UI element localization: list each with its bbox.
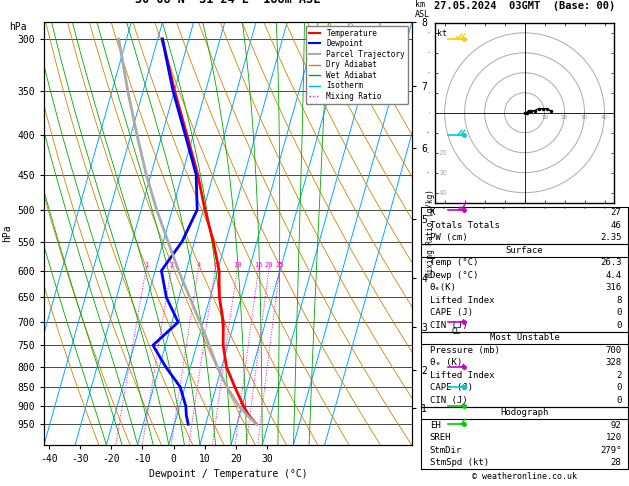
Text: 30°08'N  31°24'E  188m ASL: 30°08'N 31°24'E 188m ASL xyxy=(135,0,321,6)
Text: 2: 2 xyxy=(169,262,174,268)
Text: StmSpd (kt): StmSpd (kt) xyxy=(430,458,489,468)
X-axis label: Dewpoint / Temperature (°C): Dewpoint / Temperature (°C) xyxy=(148,469,308,479)
Text: CL: CL xyxy=(452,327,461,336)
Text: 40: 40 xyxy=(601,115,608,120)
Text: PW (cm): PW (cm) xyxy=(430,233,467,243)
Text: 328: 328 xyxy=(606,358,621,367)
Text: CAPE (J): CAPE (J) xyxy=(430,309,472,317)
Text: Totals Totals: Totals Totals xyxy=(430,221,499,230)
Text: 6: 6 xyxy=(213,262,218,268)
Text: 10: 10 xyxy=(541,115,548,120)
Text: EH: EH xyxy=(430,421,440,430)
Text: Pressure (mb): Pressure (mb) xyxy=(430,346,499,355)
Text: 16: 16 xyxy=(255,262,263,268)
Text: Dewp (°C): Dewp (°C) xyxy=(430,271,478,280)
Text: StmDir: StmDir xyxy=(430,446,462,455)
Text: 28: 28 xyxy=(611,458,621,468)
Text: Most Unstable: Most Unstable xyxy=(489,333,560,343)
Text: 25: 25 xyxy=(276,262,284,268)
Text: 40: 40 xyxy=(438,190,448,196)
Text: 1: 1 xyxy=(144,262,148,268)
Text: CIN (J): CIN (J) xyxy=(430,396,467,405)
Text: SREH: SREH xyxy=(430,434,451,442)
Text: Surface: Surface xyxy=(506,246,543,255)
Text: 0: 0 xyxy=(616,309,621,317)
Text: 2: 2 xyxy=(616,371,621,380)
Text: CIN (J): CIN (J) xyxy=(430,321,467,330)
Text: 0: 0 xyxy=(616,383,621,392)
Text: 0: 0 xyxy=(616,321,621,330)
Text: 10: 10 xyxy=(233,262,242,268)
Text: 27: 27 xyxy=(611,208,621,217)
Text: 316: 316 xyxy=(606,283,621,293)
Legend: Temperature, Dewpoint, Parcel Trajectory, Dry Adiabat, Wet Adiabat, Isotherm, Mi: Temperature, Dewpoint, Parcel Trajectory… xyxy=(306,26,408,104)
Text: 27.05.2024  03GMT  (Base: 00): 27.05.2024 03GMT (Base: 00) xyxy=(434,1,615,11)
Text: km
ASL: km ASL xyxy=(415,0,430,19)
Text: Lifted Index: Lifted Index xyxy=(430,371,494,380)
Text: Mixing Ratio (g/kg): Mixing Ratio (g/kg) xyxy=(426,190,435,277)
Text: 26.3: 26.3 xyxy=(600,259,621,267)
Text: 20: 20 xyxy=(265,262,274,268)
Text: © weatheronline.co.uk: © weatheronline.co.uk xyxy=(472,472,577,481)
Text: Hodograph: Hodograph xyxy=(501,408,548,417)
Text: 30: 30 xyxy=(581,115,588,120)
Text: 279°: 279° xyxy=(600,446,621,455)
Y-axis label: hPa: hPa xyxy=(2,225,12,242)
Text: Lifted Index: Lifted Index xyxy=(430,296,494,305)
Text: K: K xyxy=(430,208,435,217)
Text: 30: 30 xyxy=(438,170,448,176)
Text: 20: 20 xyxy=(561,115,568,120)
Text: 700: 700 xyxy=(606,346,621,355)
Text: θₑ (K): θₑ (K) xyxy=(430,358,462,367)
Text: 120: 120 xyxy=(606,434,621,442)
Text: θₑ(K): θₑ(K) xyxy=(430,283,457,293)
Text: Temp (°C): Temp (°C) xyxy=(430,259,478,267)
Text: 20: 20 xyxy=(438,150,448,156)
Text: 2.35: 2.35 xyxy=(600,233,621,243)
Text: 4: 4 xyxy=(196,262,201,268)
Text: 46: 46 xyxy=(611,221,621,230)
Text: kt: kt xyxy=(437,29,447,38)
Text: 0: 0 xyxy=(616,396,621,405)
Text: 92: 92 xyxy=(611,421,621,430)
Text: 4.4: 4.4 xyxy=(606,271,621,280)
Text: 8: 8 xyxy=(616,296,621,305)
Text: CAPE (J): CAPE (J) xyxy=(430,383,472,392)
Text: hPa: hPa xyxy=(9,22,27,32)
